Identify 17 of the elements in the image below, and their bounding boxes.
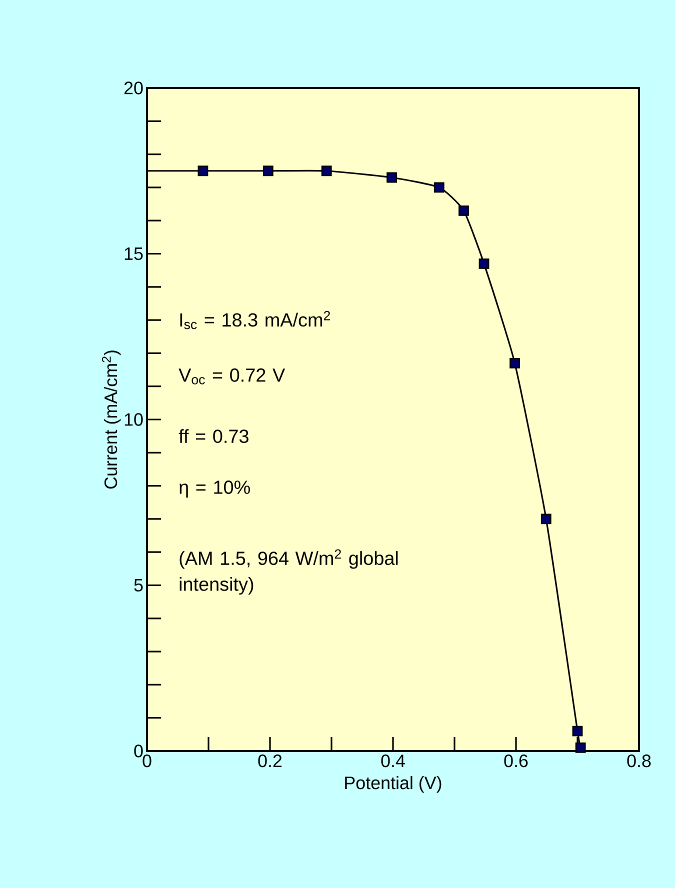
annotation: I$_{sc}$ = 18.3 mA/cm$^{2}$ [180,310,330,330]
annotation: ff = 0.73 [178,429,248,444]
y-tick-label: 15 [124,247,143,260]
y-tick-label: 20 [124,82,143,94]
x-axis-title: Potential (V) [345,776,442,793]
text: (AM 1.5, 964 W/m$^{2}$ global intensity) [180,549,398,595]
annotation: V$_{oc}$ = 0.72 V [178,368,286,384]
x-tick-label: 0 [142,754,152,768]
x-tick-label: 0.6 [504,754,528,768]
x-tick-label: 0.8 [627,754,651,768]
y-tick-label: 5 [134,578,143,592]
y-axis-title: Current (mA/cm$^{2}$) [102,350,121,489]
y-tick-label: 0 [134,744,143,758]
annotation: η = 10% [180,480,250,498]
x-tick-label: 0.4 [381,754,405,768]
y-tick-label: 10 [124,413,143,426]
x-tick-label: 0.2 [258,754,282,768]
